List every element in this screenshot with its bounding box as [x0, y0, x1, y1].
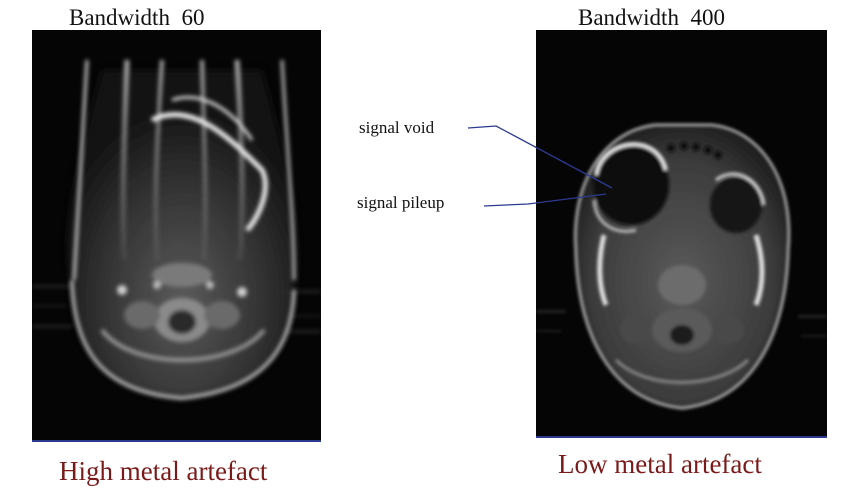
left-mri-scan-image — [32, 30, 321, 440]
signal-pileup-label: signal pileup — [357, 193, 445, 212]
left-mri-scan-graphic — [32, 30, 321, 440]
left-image-underline — [32, 440, 321, 442]
left-panel-caption: High metal artefact — [59, 456, 268, 486]
signal-pileup-pointer-line — [483, 193, 607, 207]
right-mri-scan-graphic — [536, 30, 827, 436]
signal-void-pointer-line — [467, 125, 613, 189]
left-panel-title: Bandwidth 60 — [69, 5, 205, 30]
right-image-underline — [536, 436, 827, 438]
right-panel-title: Bandwidth 400 — [578, 5, 725, 30]
signal-void-label: signal void — [359, 118, 435, 137]
right-panel-caption: Low metal artefact — [558, 449, 762, 479]
right-mri-scan-image — [536, 30, 827, 436]
